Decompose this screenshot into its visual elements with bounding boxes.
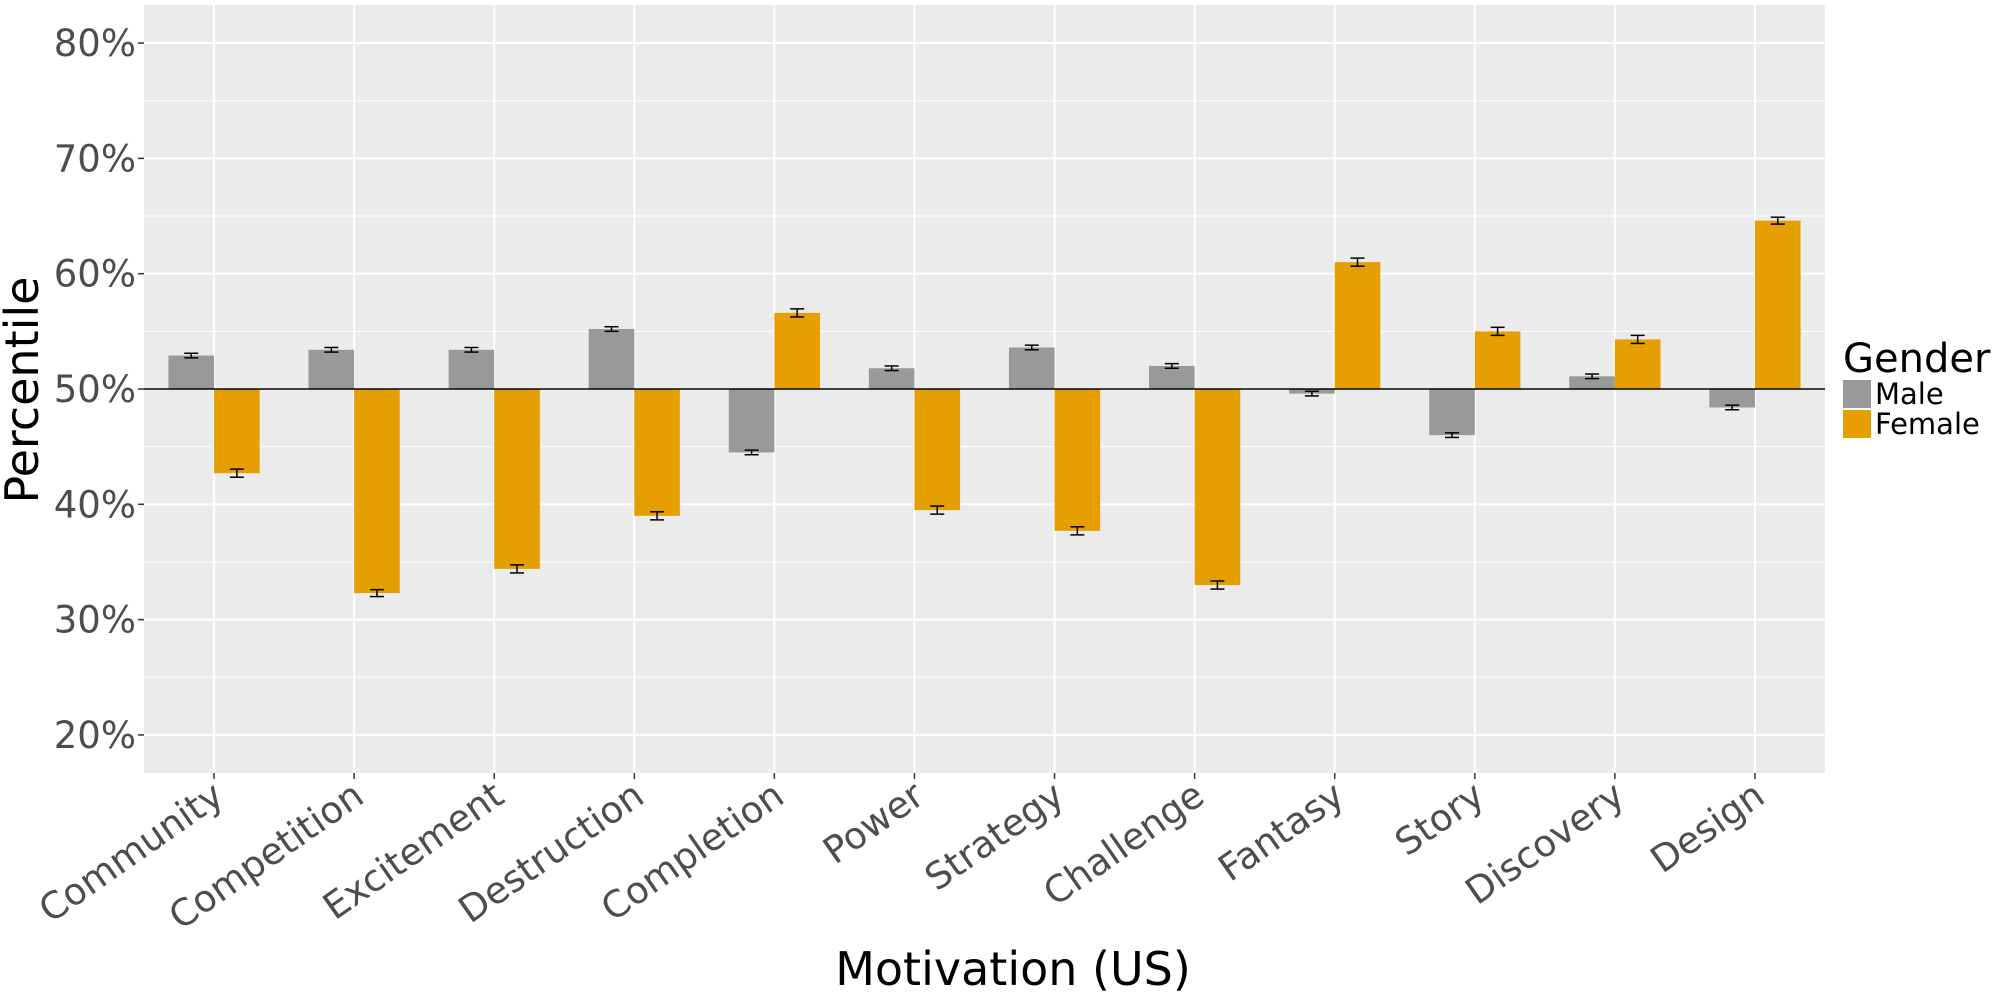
y-tick-label: 70% — [54, 137, 136, 180]
bar-female — [1614, 339, 1661, 389]
y-tick-label: 80% — [54, 22, 136, 65]
bar-male — [588, 329, 635, 389]
y-axis-title: Percentile — [0, 277, 49, 504]
bar-female — [354, 389, 400, 594]
bar-female — [914, 389, 961, 511]
bar-male — [1569, 376, 1615, 389]
grid-minor-lines — [144, 100, 1825, 678]
x-axis-ticks: CommunityCompetitionExcitementDestructio… — [31, 773, 1772, 939]
bar-female — [1754, 220, 1801, 389]
bar-female — [1054, 389, 1101, 531]
legend-title: Gender — [1843, 336, 1991, 382]
bar-male — [1709, 389, 1755, 408]
bar-male — [868, 368, 915, 389]
x-tick-label: Discovery — [1458, 773, 1632, 913]
x-axis-title: Motivation (US) — [835, 942, 1191, 996]
bar-female — [1334, 262, 1381, 389]
bar-female — [1194, 389, 1241, 586]
bar-male — [1149, 365, 1195, 389]
bar-male — [728, 389, 775, 453]
x-tick-label: Power — [815, 773, 932, 873]
x-tick-label: Fantasy — [1211, 773, 1352, 890]
legend-label-female: Female — [1875, 407, 1980, 441]
bar-female — [774, 312, 820, 389]
bar-male — [1008, 347, 1055, 389]
y-tick-label: 20% — [54, 714, 136, 757]
bar-male — [448, 349, 495, 389]
bar-female — [214, 389, 260, 474]
bar-female — [1474, 331, 1521, 389]
legend-key-male — [1843, 380, 1871, 408]
bar-male — [308, 349, 355, 389]
y-tick-label: 30% — [54, 599, 136, 642]
legend-key-female — [1843, 410, 1871, 438]
bar-female — [634, 389, 680, 516]
x-tick-label: Challenge — [1036, 773, 1212, 914]
y-tick-label: 50% — [54, 368, 136, 411]
errorbars-group — [184, 216, 1785, 598]
x-tick-label: Story — [1387, 773, 1492, 864]
bars-group — [168, 220, 1801, 594]
legend-label-male: Male — [1875, 377, 1944, 411]
y-tick-label: 60% — [54, 253, 136, 296]
x-tick-label: Design — [1643, 773, 1772, 881]
bar-male — [168, 355, 215, 389]
y-axis-ticks: 20% 30% 40% 50% 60% 70% 80% — [54, 22, 144, 757]
bar-female — [494, 389, 540, 569]
y-tick-label: 40% — [54, 483, 136, 526]
bar-male — [1429, 389, 1475, 436]
